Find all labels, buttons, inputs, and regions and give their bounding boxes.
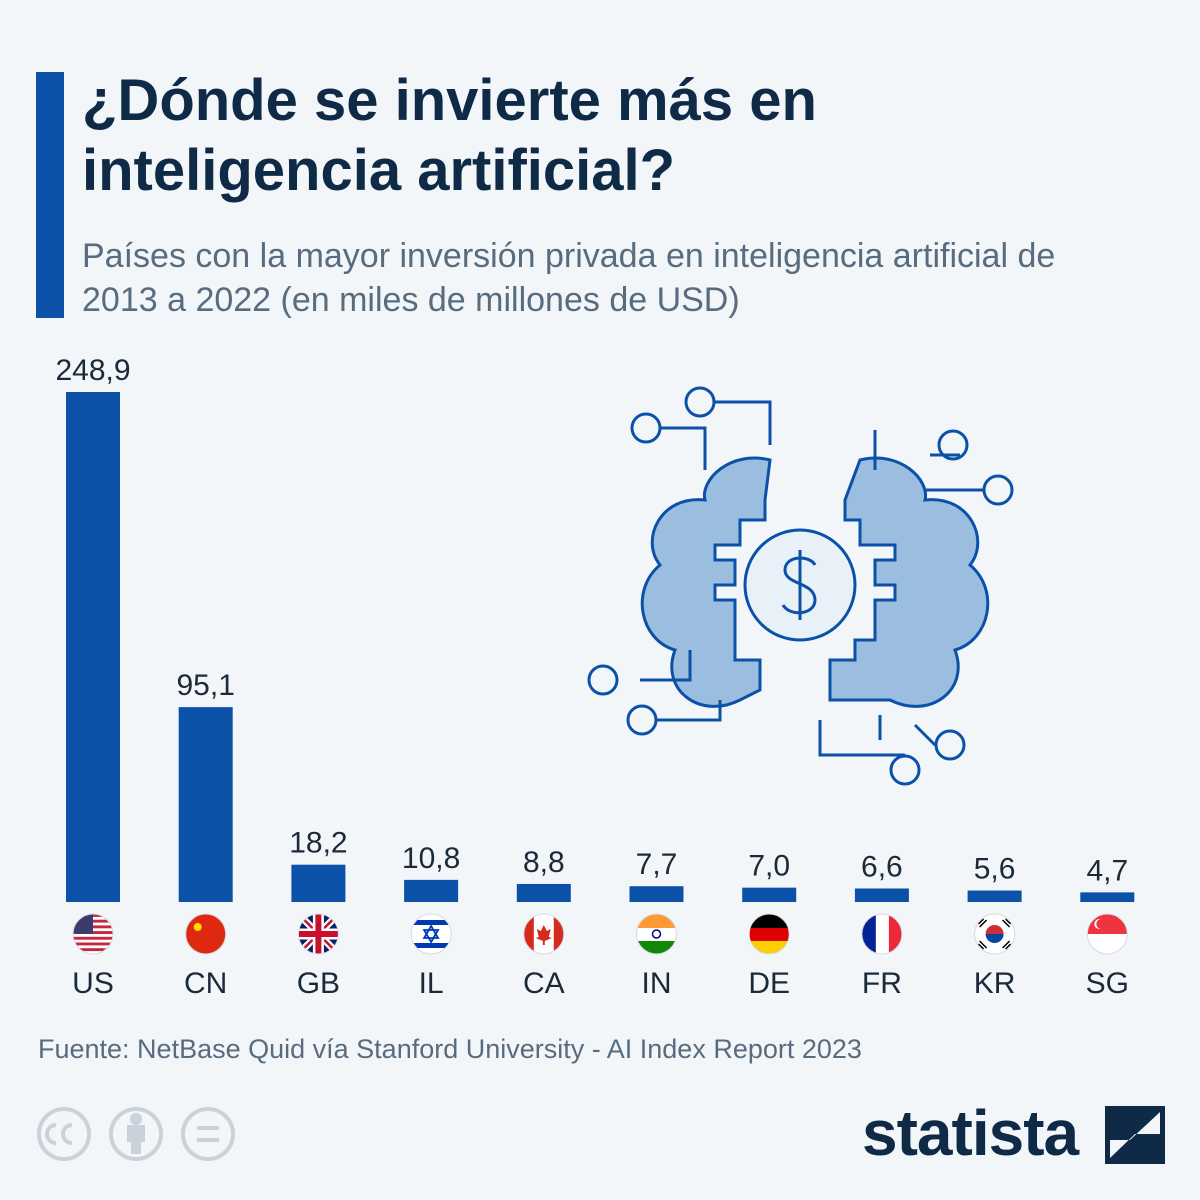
flag bbox=[861, 914, 902, 954]
x-tick-label: CN bbox=[184, 967, 227, 1000]
flag bbox=[1087, 914, 1128, 954]
flag-part bbox=[535, 925, 552, 945]
flag-part bbox=[861, 914, 876, 954]
flag-part bbox=[422, 924, 440, 944]
flag-ring bbox=[748, 913, 790, 955]
flag-part bbox=[749, 941, 790, 954]
x-tick-label: DE bbox=[748, 967, 790, 1000]
flag-part bbox=[985, 934, 1004, 943]
flag-part bbox=[636, 928, 677, 941]
flag-part bbox=[553, 914, 564, 954]
value-label: 248,9 bbox=[55, 354, 130, 387]
title-accent bbox=[36, 72, 64, 318]
illustration bbox=[587, 386, 1014, 786]
flag-part bbox=[185, 914, 226, 954]
flag bbox=[411, 914, 452, 954]
flag-ring bbox=[636, 913, 677, 955]
x-tick-label: US bbox=[72, 967, 114, 1000]
flag-ring bbox=[297, 913, 339, 955]
flag-ring bbox=[185, 913, 227, 955]
flag-part bbox=[73, 936, 113, 940]
bar bbox=[1080, 892, 1135, 902]
flag-part bbox=[193, 923, 202, 931]
logo-icon bbox=[1105, 1106, 1165, 1164]
flag-part bbox=[1087, 914, 1128, 934]
value-label: 95,1 bbox=[177, 669, 235, 702]
bar bbox=[178, 707, 233, 902]
flag-part bbox=[749, 928, 790, 941]
bar bbox=[404, 879, 459, 902]
x-tick-label: CA bbox=[523, 967, 565, 1000]
flag bbox=[298, 914, 339, 954]
flag-part bbox=[523, 914, 534, 954]
flag bbox=[185, 914, 226, 954]
flag-ring bbox=[1086, 913, 1128, 955]
value-label: 8,8 bbox=[523, 846, 565, 879]
flag-part bbox=[875, 914, 889, 954]
source: Fuente: NetBase Quid vía Stanford Univer… bbox=[38, 1034, 862, 1064]
flag-ring bbox=[523, 913, 565, 955]
x-tick-label: IN bbox=[642, 967, 672, 1000]
bar bbox=[291, 864, 346, 902]
value-label: 10,8 bbox=[402, 842, 460, 875]
bar bbox=[516, 883, 571, 902]
flag-part bbox=[411, 943, 452, 948]
flag-part bbox=[1096, 919, 1107, 929]
x-tick-label: KR bbox=[974, 967, 1016, 1000]
value-label: 4,7 bbox=[1086, 854, 1128, 887]
value-label: 7,7 bbox=[636, 848, 678, 881]
flag-ring bbox=[861, 913, 903, 955]
flag bbox=[636, 914, 677, 954]
value-label: 5,6 bbox=[974, 853, 1016, 886]
flag-part bbox=[978, 918, 1012, 950]
flag-part bbox=[888, 914, 902, 954]
flag-part bbox=[411, 920, 452, 925]
chart-subtitle: Países con la mayor inversión privada en… bbox=[82, 237, 1056, 319]
flag-part bbox=[636, 914, 677, 928]
flag-part bbox=[749, 914, 790, 928]
bar bbox=[66, 392, 120, 902]
flag-part bbox=[651, 929, 662, 939]
value-label: 18,2 bbox=[289, 827, 347, 860]
license-icons bbox=[37, 1107, 235, 1161]
flag bbox=[73, 914, 113, 954]
value-label: 6,6 bbox=[861, 850, 903, 883]
flag-part bbox=[636, 941, 677, 954]
flag-ring bbox=[72, 913, 114, 955]
bar bbox=[629, 886, 684, 902]
x-tick-label: SG bbox=[1086, 967, 1129, 1000]
flag-ring bbox=[410, 913, 452, 955]
logo: statista bbox=[862, 1097, 1079, 1169]
flag-part bbox=[298, 914, 339, 954]
x-tick-label: IL bbox=[419, 967, 444, 1000]
flag bbox=[523, 914, 564, 954]
bar bbox=[854, 888, 909, 902]
x-tick-label: GB bbox=[297, 967, 340, 1000]
flag-part bbox=[73, 948, 113, 952]
flag bbox=[974, 914, 1015, 954]
value-label: 7,0 bbox=[748, 850, 790, 883]
x-tick-label: FR bbox=[862, 967, 902, 1000]
flag bbox=[749, 914, 790, 954]
bar bbox=[742, 887, 797, 902]
bar bbox=[967, 890, 1022, 902]
flag-part bbox=[73, 942, 113, 946]
chart-title: ¿Dónde se invierte más en inteligencia a… bbox=[82, 68, 817, 203]
flag-part bbox=[985, 925, 1004, 934]
flag-ring bbox=[974, 913, 1016, 955]
